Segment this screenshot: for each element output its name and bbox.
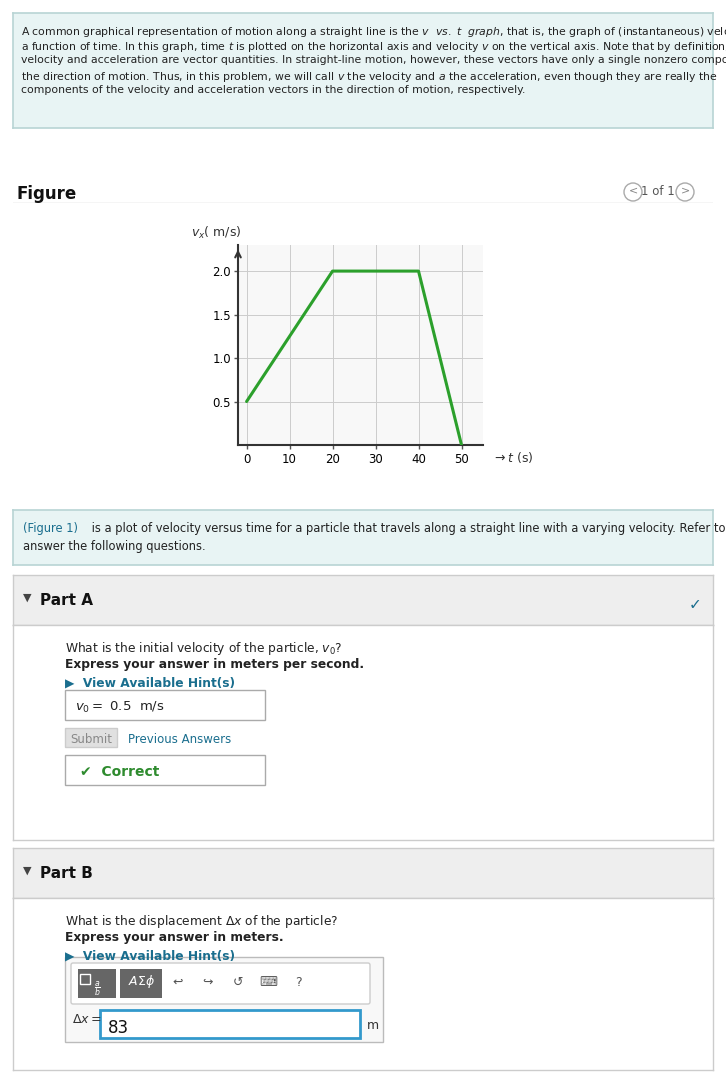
FancyBboxPatch shape bbox=[71, 963, 370, 1004]
Text: >: > bbox=[680, 185, 690, 195]
Text: What is the initial velocity of the particle, $v_0$?: What is the initial velocity of the part… bbox=[65, 639, 343, 657]
Text: (Figure 1): (Figure 1) bbox=[23, 522, 78, 535]
Text: ↪: ↪ bbox=[203, 976, 213, 989]
Text: <: < bbox=[629, 185, 637, 195]
Text: $A\Sigma\phi$: $A\Sigma\phi$ bbox=[128, 974, 155, 990]
FancyBboxPatch shape bbox=[78, 969, 116, 998]
Text: 1 of 1: 1 of 1 bbox=[641, 185, 675, 198]
Text: ▶  View Available Hint(s): ▶ View Available Hint(s) bbox=[65, 950, 235, 963]
Text: m: m bbox=[367, 1019, 379, 1032]
Text: 83: 83 bbox=[108, 1019, 129, 1037]
FancyBboxPatch shape bbox=[80, 974, 90, 984]
Text: ↩: ↩ bbox=[173, 976, 183, 989]
Text: $\frac{a}{b}$: $\frac{a}{b}$ bbox=[94, 979, 100, 998]
Text: Figure: Figure bbox=[16, 185, 76, 203]
Text: Submit: Submit bbox=[70, 733, 112, 745]
Text: a function of time. In this graph, time $t$ is plotted on the horizontal axis an: a function of time. In this graph, time … bbox=[21, 40, 726, 54]
FancyBboxPatch shape bbox=[65, 690, 265, 720]
Text: is a plot of velocity versus time for a particle that travels along a straight l: is a plot of velocity versus time for a … bbox=[88, 522, 726, 535]
FancyBboxPatch shape bbox=[120, 969, 162, 998]
Text: ✓: ✓ bbox=[688, 597, 701, 612]
Text: Part B: Part B bbox=[40, 866, 93, 881]
Text: What is the displacement $\Delta x$ of the particle?: What is the displacement $\Delta x$ of t… bbox=[65, 913, 338, 931]
Text: ▶  View Available Hint(s): ▶ View Available Hint(s) bbox=[65, 677, 235, 690]
Text: $\rightarrow t$ (s): $\rightarrow t$ (s) bbox=[492, 450, 533, 465]
FancyBboxPatch shape bbox=[100, 1010, 360, 1038]
FancyBboxPatch shape bbox=[65, 728, 117, 747]
Text: answer the following questions.: answer the following questions. bbox=[23, 540, 205, 553]
Text: ▼: ▼ bbox=[23, 866, 31, 876]
Text: ✔  Correct: ✔ Correct bbox=[80, 765, 160, 779]
Text: Express your answer in meters.: Express your answer in meters. bbox=[65, 931, 284, 944]
Text: velocity and acceleration are vector quantities. In straight-line motion, howeve: velocity and acceleration are vector qua… bbox=[21, 55, 726, 65]
Text: ▼: ▼ bbox=[23, 593, 31, 603]
Text: ?: ? bbox=[295, 976, 301, 989]
Text: $v_x$( m/s): $v_x$( m/s) bbox=[191, 225, 242, 240]
Text: ↺: ↺ bbox=[233, 976, 243, 989]
Text: Previous Answers: Previous Answers bbox=[128, 733, 232, 745]
Text: ⌨: ⌨ bbox=[259, 976, 277, 989]
Text: $v_0 = $ 0.5  m/s: $v_0 = $ 0.5 m/s bbox=[75, 700, 165, 715]
Text: the direction of motion. Thus, in this problem, we will call $v$ the velocity an: the direction of motion. Thus, in this p… bbox=[21, 70, 717, 84]
Text: Express your answer in meters per second.: Express your answer in meters per second… bbox=[65, 658, 364, 671]
Text: $\Delta x =$: $\Delta x =$ bbox=[72, 1013, 102, 1026]
Text: A common graphical representation of motion along a straight line is the $v$  $\: A common graphical representation of mot… bbox=[21, 25, 726, 39]
Text: components of the velocity and acceleration vectors in the direction of motion, : components of the velocity and accelerat… bbox=[21, 85, 526, 95]
FancyBboxPatch shape bbox=[65, 755, 265, 786]
Text: Part A: Part A bbox=[40, 593, 93, 608]
FancyBboxPatch shape bbox=[65, 956, 383, 1042]
